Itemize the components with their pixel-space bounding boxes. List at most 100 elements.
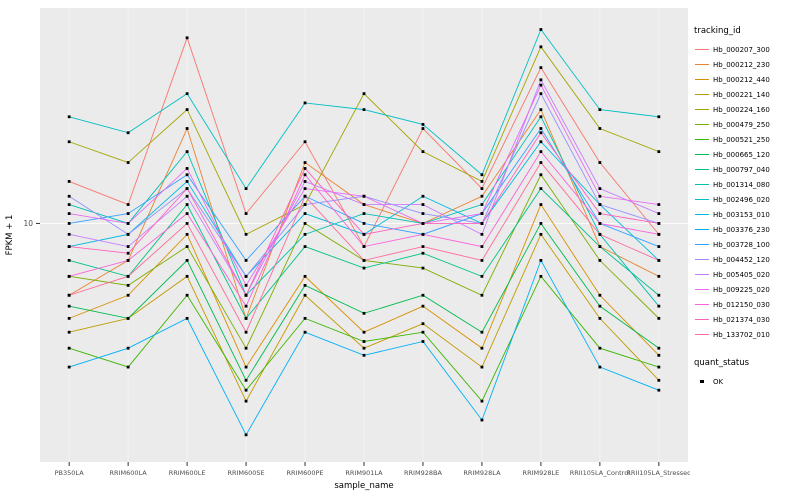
x-axis-label: sample_name — [334, 481, 393, 491]
legend-item-label: Hb_133702_010 — [713, 330, 770, 339]
series-color-line-icon — [694, 177, 710, 192]
legend-item: Hb_003376_230 — [694, 222, 800, 237]
data-point — [362, 212, 366, 215]
data-point — [185, 258, 189, 262]
legend-item-label: OK — [713, 377, 724, 386]
data-point — [362, 340, 366, 343]
data-point — [480, 365, 484, 369]
series-color-line-icon — [694, 327, 710, 342]
data-point — [598, 108, 602, 112]
data-point — [185, 108, 189, 112]
data-point — [126, 258, 130, 262]
legend-item: Hb_009225_020 — [694, 282, 800, 297]
legend-item: Hb_012150_030 — [694, 297, 800, 312]
legend-item-label: Hb_001314_080 — [713, 180, 770, 189]
series-color-line-icon — [694, 162, 710, 177]
data-point — [244, 187, 248, 190]
data-point — [244, 388, 248, 392]
data-point — [67, 258, 71, 262]
data-point — [539, 203, 543, 206]
data-point — [244, 258, 248, 262]
data-point — [244, 212, 248, 215]
legend-item-label: Hb_003153_010 — [713, 210, 770, 219]
data-point — [598, 346, 602, 350]
data-point — [303, 274, 307, 278]
data-point — [657, 346, 661, 350]
data-point — [539, 232, 543, 236]
data-point — [421, 203, 425, 206]
data-point — [539, 173, 543, 177]
data-point — [421, 212, 425, 215]
data-point — [362, 194, 366, 198]
data-point — [598, 127, 602, 130]
ok-point-icon — [694, 374, 710, 389]
data-point — [421, 251, 425, 255]
data-point — [480, 346, 484, 350]
data-point — [303, 245, 307, 248]
data-point — [244, 378, 248, 382]
data-point — [244, 399, 248, 403]
legend-item: Hb_000479_250 — [694, 117, 800, 132]
series-color-line-icon — [694, 282, 710, 297]
data-point — [539, 161, 543, 164]
data-point — [539, 127, 543, 130]
data-point — [539, 28, 543, 31]
data-point — [126, 161, 130, 164]
data-point — [480, 330, 484, 334]
data-point — [480, 180, 484, 183]
y-axis-label: FPKM + 1 — [5, 215, 15, 256]
data-point — [244, 346, 248, 350]
x-tick-label: RRIM600PE — [287, 469, 324, 477]
legend-item: Hb_001314_080 — [694, 177, 800, 192]
data-point — [657, 388, 661, 392]
data-point — [421, 194, 425, 198]
legend-item-label: Hb_012150_030 — [713, 300, 770, 309]
data-point — [303, 203, 307, 206]
legend-item: Hb_000212_440 — [694, 72, 800, 87]
x-tick-label: RRIM600SE — [227, 469, 264, 477]
data-point — [539, 78, 543, 82]
data-point — [657, 365, 661, 369]
data-point — [126, 203, 130, 206]
legend-item: Hb_000207_300 — [694, 42, 800, 57]
data-point — [303, 212, 307, 215]
legend-item: Hb_004452_120 — [694, 252, 800, 267]
data-point — [67, 365, 71, 369]
series-color-line-icon — [694, 207, 710, 222]
data-point — [598, 203, 602, 206]
tracking-id-legend-entries: Hb_000207_300 Hb_000212_230 Hb_000212_440 H… — [694, 42, 800, 342]
data-point — [480, 203, 484, 206]
data-point — [480, 258, 484, 262]
data-point — [185, 232, 189, 236]
x-tick-label: RRIM600LE — [169, 469, 206, 477]
legend-item-label: Hb_000479_250 — [713, 120, 770, 129]
legend-item: Hb_000221_140 — [694, 87, 800, 102]
x-tick-label: RRIM901LA — [345, 469, 383, 477]
data-point — [67, 140, 71, 144]
data-point — [126, 232, 130, 236]
data-point — [185, 167, 189, 170]
data-point — [657, 353, 661, 357]
data-point — [657, 203, 661, 206]
data-point — [598, 365, 602, 369]
data-point — [67, 304, 71, 308]
data-point — [244, 283, 248, 287]
data-point — [67, 203, 71, 206]
quant-status-block: quant_status OK — [694, 358, 800, 389]
data-point — [480, 187, 484, 190]
data-point — [539, 222, 543, 225]
data-point — [244, 232, 248, 236]
data-point — [362, 108, 366, 112]
data-point — [480, 173, 484, 177]
data-point — [67, 293, 71, 297]
data-point — [421, 330, 425, 334]
series-color-line-icon — [694, 222, 710, 237]
data-point — [598, 293, 602, 297]
data-point — [67, 222, 71, 225]
series-color-line-icon — [694, 42, 710, 57]
data-point — [421, 123, 425, 126]
series-color-line-icon — [694, 102, 710, 117]
data-point — [303, 293, 307, 297]
series-color-line-icon — [694, 297, 710, 312]
